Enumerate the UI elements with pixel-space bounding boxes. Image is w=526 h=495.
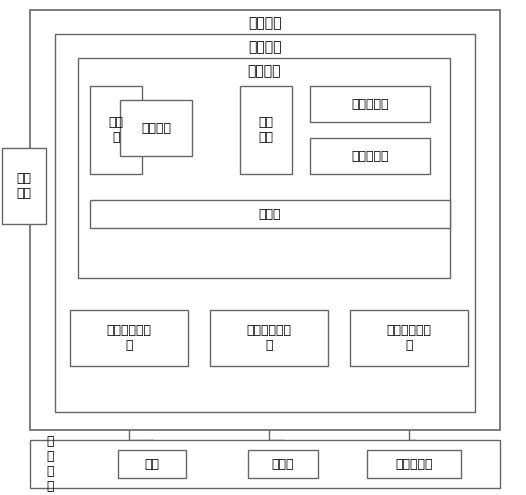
Text: 语音播放器: 语音播放器 xyxy=(395,457,433,471)
FancyBboxPatch shape xyxy=(210,310,328,366)
Text: 应用软件: 应用软件 xyxy=(141,121,171,135)
FancyBboxPatch shape xyxy=(367,450,461,478)
FancyBboxPatch shape xyxy=(30,440,500,488)
Text: 标准硬件驱动
一: 标准硬件驱动 一 xyxy=(106,324,151,352)
Text: 应用平台: 应用平台 xyxy=(247,64,281,78)
FancyBboxPatch shape xyxy=(310,86,430,122)
FancyBboxPatch shape xyxy=(240,86,292,174)
Text: 标准硬件驱动
三: 标准硬件驱动 三 xyxy=(387,324,431,352)
Text: 摄像头: 摄像头 xyxy=(272,457,294,471)
FancyBboxPatch shape xyxy=(2,148,46,224)
Text: 标准硬件驱动
二: 标准硬件驱动 二 xyxy=(247,324,291,352)
FancyBboxPatch shape xyxy=(248,450,318,478)
FancyBboxPatch shape xyxy=(118,450,186,478)
FancyBboxPatch shape xyxy=(350,310,468,366)
FancyBboxPatch shape xyxy=(30,10,500,430)
Text: 软件接口一: 软件接口一 xyxy=(351,98,389,110)
Text: 终端设备: 终端设备 xyxy=(248,16,282,30)
FancyBboxPatch shape xyxy=(90,86,142,174)
FancyBboxPatch shape xyxy=(78,58,450,278)
Text: 系统平台: 系统平台 xyxy=(248,40,282,54)
FancyBboxPatch shape xyxy=(90,200,450,228)
Text: 处理
模块: 处理 模块 xyxy=(258,116,274,144)
Text: 外部
网络: 外部 网络 xyxy=(16,172,32,200)
FancyBboxPatch shape xyxy=(70,310,188,366)
FancyBboxPatch shape xyxy=(120,100,192,156)
FancyBboxPatch shape xyxy=(55,34,475,412)
Text: 浏览
器: 浏览 器 xyxy=(108,116,124,144)
Text: 软件接口二: 软件接口二 xyxy=(351,149,389,162)
Text: 中间件: 中间件 xyxy=(259,207,281,220)
Text: 硬
件
设
备: 硬 件 设 备 xyxy=(46,435,54,493)
FancyBboxPatch shape xyxy=(310,138,430,174)
Text: 键盘: 键盘 xyxy=(145,457,159,471)
